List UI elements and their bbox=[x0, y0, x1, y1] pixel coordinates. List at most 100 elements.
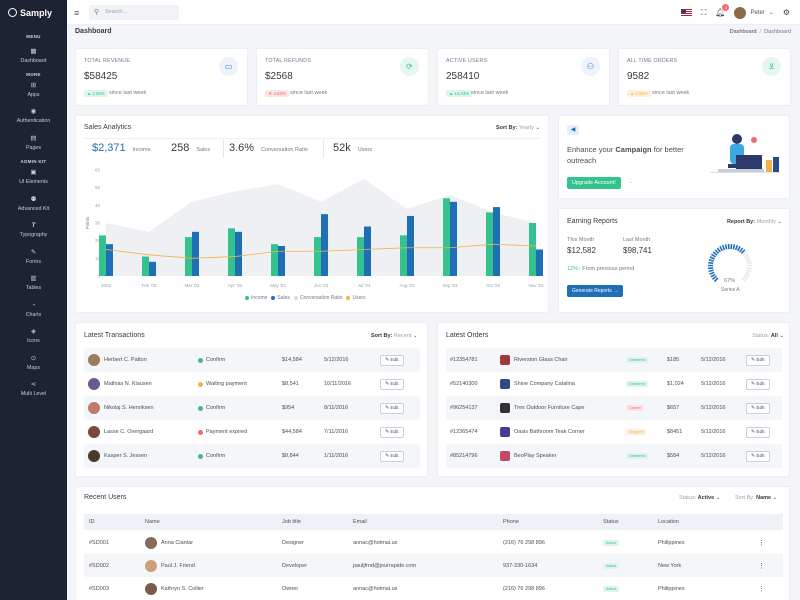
orders-status-dropdown[interactable]: Status: All ⌄ bbox=[752, 333, 784, 339]
bar-sales[interactable] bbox=[278, 245, 285, 276]
sidebar-item-typography[interactable]: T Typography bbox=[0, 217, 67, 244]
gauge-tick bbox=[732, 244, 736, 250]
sidebar-item-charts[interactable]: ◔ Charts bbox=[0, 297, 67, 324]
sidebar-item-advanced-kit[interactable]: ⚉ Advanced Kit bbox=[0, 191, 67, 218]
user-id[interactable]: #SD003 bbox=[89, 585, 109, 592]
bar-income[interactable] bbox=[228, 228, 235, 276]
sidebar-item-apps[interactable]: ⊞ Apps bbox=[0, 77, 67, 104]
edit-button[interactable]: ✎ Edit bbox=[746, 402, 770, 414]
breadcrumb-link[interactable]: Dashboard bbox=[729, 29, 757, 35]
order-id[interactable]: #85214796 bbox=[450, 453, 478, 459]
more-options-icon[interactable]: ⋮ bbox=[758, 562, 765, 570]
legend-conversion[interactable]: Conversation Ratio bbox=[293, 295, 342, 301]
sidebar-item-ui-elements[interactable]: ▣ UI Elements bbox=[0, 164, 67, 191]
bar-income[interactable] bbox=[185, 237, 192, 276]
date-cell: 7/11/2016 bbox=[324, 429, 349, 435]
bar-income[interactable] bbox=[529, 223, 536, 276]
users-status-dropdown[interactable]: Status: Active ⌄ bbox=[679, 495, 721, 501]
bar-income[interactable] bbox=[142, 256, 149, 276]
sales-sort-dropdown[interactable]: Sort By: Yearly ⌄ bbox=[495, 125, 540, 131]
stat-label: TOTAL REFUNDS bbox=[265, 58, 312, 64]
order-id[interactable]: #12365474 bbox=[450, 429, 478, 435]
sidebar-item-icons[interactable]: ◈ Icons bbox=[0, 323, 67, 350]
bar-income[interactable] bbox=[400, 235, 407, 276]
bell-icon[interactable]: 🔔︎ 3 bbox=[715, 4, 730, 17]
menu-toggle-icon[interactable]: ≡ bbox=[74, 8, 80, 18]
bar-income[interactable] bbox=[443, 198, 450, 276]
legend-income[interactable]: Income bbox=[245, 295, 267, 301]
edit-button[interactable]: ✎ Edit bbox=[746, 450, 770, 462]
search-input[interactable]: ⚲ Search... bbox=[89, 5, 179, 20]
column-header[interactable]: ID bbox=[89, 519, 95, 525]
edit-button[interactable]: ✎ Edit bbox=[746, 354, 770, 366]
status-text: Confirm bbox=[206, 405, 226, 411]
gauge-tick bbox=[712, 275, 717, 280]
bar-sales[interactable] bbox=[321, 214, 328, 276]
column-header[interactable]: Job title bbox=[282, 519, 301, 525]
sidebar: Samply MENU ▦ Dashboard MORE ⊞ Apps ◉ Authe… bbox=[0, 0, 67, 600]
bar-sales[interactable] bbox=[536, 249, 543, 277]
more-options-icon[interactable]: ⋮ bbox=[758, 539, 765, 547]
bar-sales[interactable] bbox=[450, 201, 457, 276]
bar-income[interactable] bbox=[99, 235, 106, 276]
order-id[interactable]: #96254137 bbox=[450, 405, 478, 411]
user-menu[interactable]: Peter ⌄ bbox=[734, 6, 774, 19]
gauge-tick bbox=[744, 273, 750, 278]
edit-button[interactable]: ✎ Edit bbox=[746, 378, 770, 390]
customer-name: Mathias N. Klausen bbox=[104, 381, 152, 387]
legend-users[interactable]: Users bbox=[346, 295, 366, 301]
edit-button[interactable]: ✎ Edit bbox=[380, 450, 404, 462]
us-flag-icon[interactable] bbox=[680, 9, 692, 16]
edit-button[interactable]: ✎ Edit bbox=[380, 378, 404, 390]
more-section-title: MORE bbox=[26, 71, 41, 77]
report-by-dropdown[interactable]: Report By: Monthly ⌄ bbox=[726, 219, 782, 225]
bar-sales[interactable] bbox=[493, 207, 500, 276]
sidebar-item-dashboard[interactable]: ▦ Dashboard bbox=[0, 43, 67, 70]
bar-sales[interactable] bbox=[364, 226, 371, 276]
edit-button[interactable]: ✎ Edit bbox=[380, 354, 404, 366]
bar-income[interactable] bbox=[314, 237, 321, 276]
bar-income[interactable] bbox=[271, 244, 278, 276]
edit-button[interactable]: ✎ Edit bbox=[380, 426, 404, 438]
gauge-tick bbox=[724, 244, 728, 250]
sidebar-item-tables[interactable]: ▥ Tables bbox=[0, 270, 67, 297]
column-header[interactable]: Status bbox=[603, 519, 619, 525]
status-badge: Active bbox=[603, 562, 620, 569]
order-id[interactable]: #52140300 bbox=[450, 381, 478, 387]
sidebar-item-pages[interactable]: ▤ Pages bbox=[0, 130, 67, 157]
edit-button[interactable]: ✎ Edit bbox=[380, 402, 404, 414]
gear-icon[interactable]: ⚙ bbox=[782, 8, 790, 17]
fullscreen-icon[interactable]: ⛶ bbox=[700, 7, 707, 17]
user-name: Anna Ciantar bbox=[161, 539, 194, 546]
generate-reports-button[interactable]: Generate Reports → bbox=[567, 285, 624, 297]
sidebar-item-authentication[interactable]: ◉ Authentication bbox=[0, 103, 67, 130]
bar-sales[interactable] bbox=[106, 244, 113, 276]
users-sort-dropdown[interactable]: Sort By: Name ⌄ bbox=[735, 495, 778, 501]
more-options-icon[interactable]: ⋮ bbox=[758, 585, 765, 593]
edit-button[interactable]: ✎ Edit bbox=[746, 426, 770, 438]
brand[interactable]: Samply bbox=[0, 0, 67, 25]
breadcrumb-current: Dashboard bbox=[764, 29, 791, 35]
edit-icon: ✎ bbox=[751, 453, 757, 459]
bar-sales[interactable] bbox=[192, 231, 199, 276]
order-id[interactable]: #12354781 bbox=[450, 357, 478, 363]
bar-income[interactable] bbox=[357, 237, 364, 276]
column-header[interactable]: Location bbox=[658, 519, 679, 525]
upgrade-account-button[interactable]: Upgrade Account! bbox=[567, 177, 621, 189]
column-header[interactable]: Email bbox=[353, 519, 367, 525]
sidebar-item-forms[interactable]: ✎ Forms bbox=[0, 244, 67, 271]
column-header[interactable]: Phone bbox=[503, 519, 519, 525]
column-header[interactable]: Name bbox=[145, 519, 160, 525]
status-badge: Delivered bbox=[626, 453, 649, 459]
user-id[interactable]: #SD001 bbox=[89, 539, 109, 546]
sidebar-item-maps[interactable]: ⊙ Maps bbox=[0, 350, 67, 377]
bar-sales[interactable] bbox=[235, 231, 242, 276]
user-id[interactable]: #SD002 bbox=[89, 562, 109, 569]
transactions-sort-dropdown[interactable]: Sort By: Recent ⌄ bbox=[371, 333, 418, 339]
stat-card-orders: ALL TIME ORDERS 9582 ▲ 0.55% since last … bbox=[618, 48, 791, 106]
legend-sales[interactable]: Sales bbox=[271, 295, 290, 301]
sidebar-item-multi-level[interactable]: ⋖ Multi Level bbox=[0, 376, 67, 403]
bar-sales[interactable] bbox=[407, 215, 414, 276]
gauge-tick bbox=[716, 247, 721, 253]
bar-sales[interactable] bbox=[149, 261, 156, 276]
